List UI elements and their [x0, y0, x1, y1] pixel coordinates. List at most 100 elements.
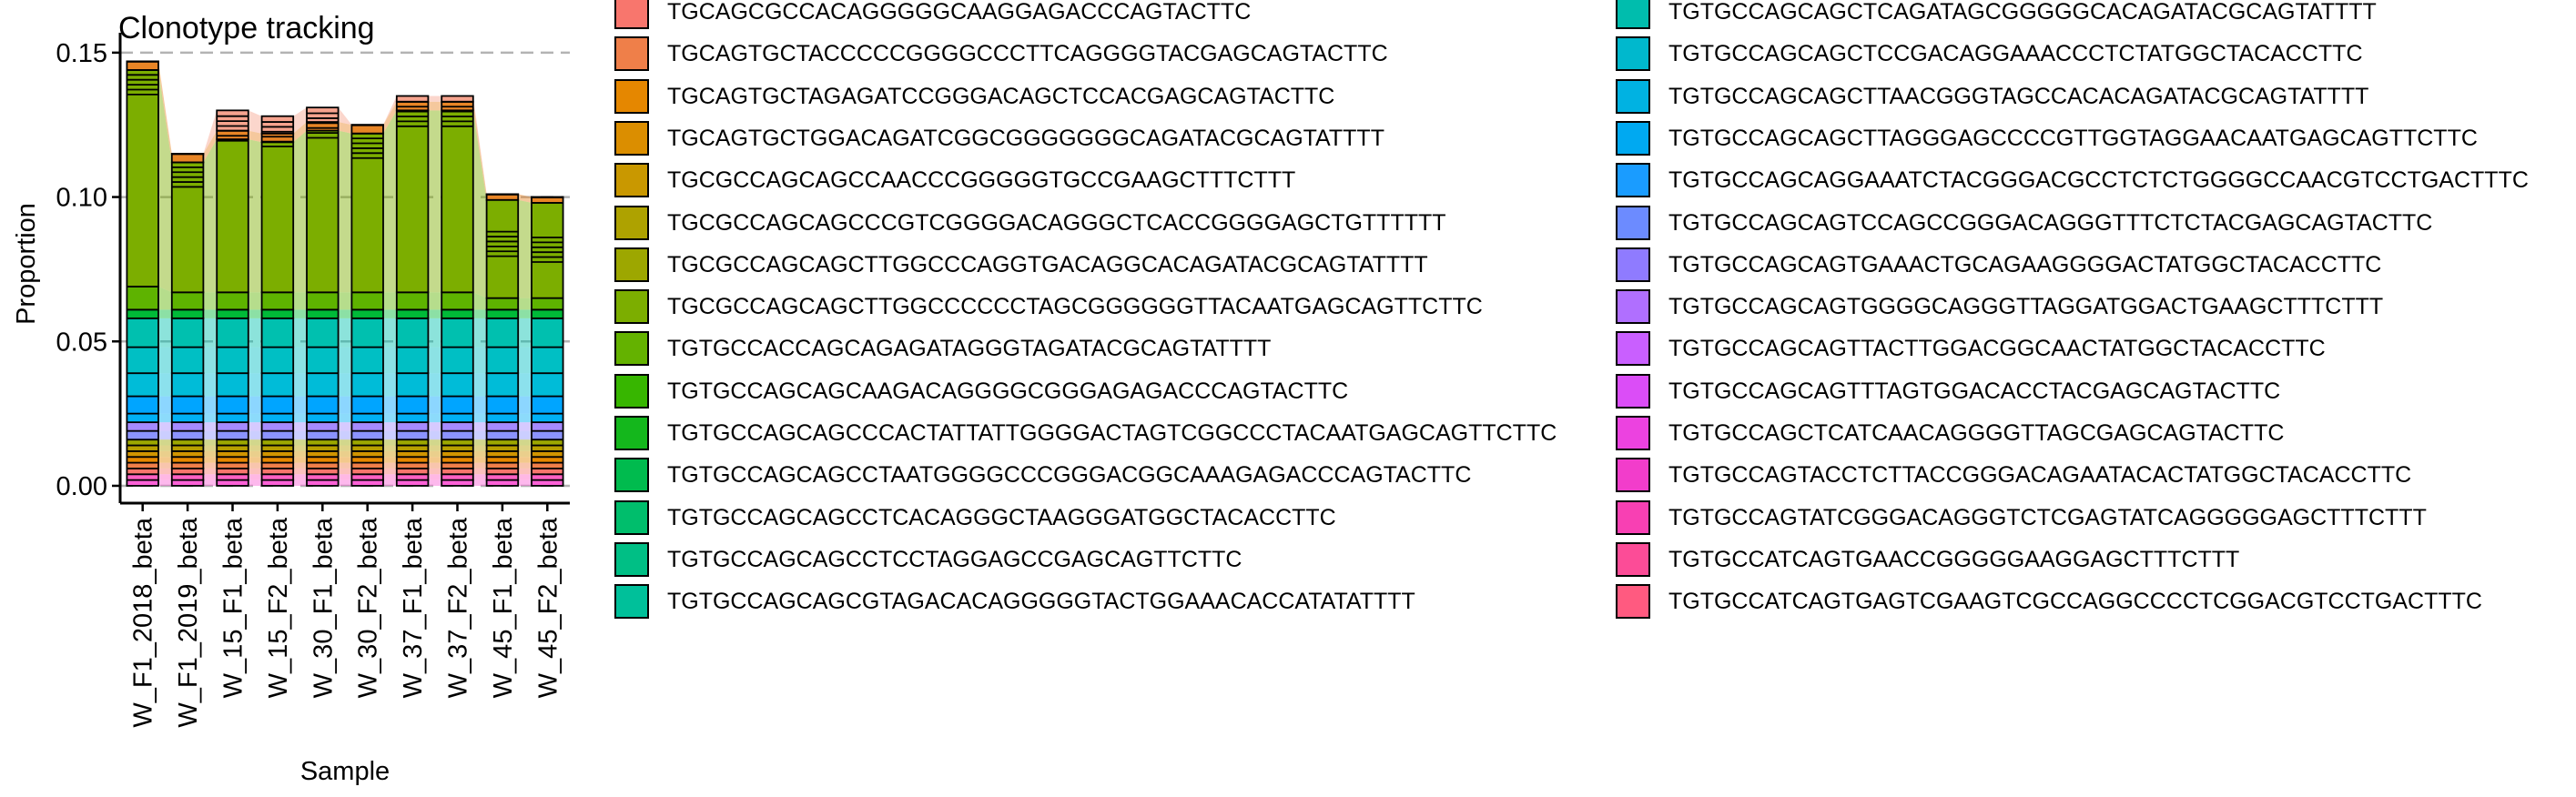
bar-segment — [441, 95, 474, 103]
x-tick-label: W_45_F1_beta — [489, 517, 518, 698]
bar-segment — [485, 317, 520, 348]
bar-segment — [170, 456, 205, 464]
legend-swatch — [1616, 163, 1650, 198]
legend-label: TGTGCCAGCAGCAAGACAGGGGCGGGAGAGACCCAGTACT… — [667, 378, 1349, 404]
bar-segment — [260, 479, 295, 487]
legend-swatch — [1616, 458, 1650, 493]
bar-segment — [126, 421, 159, 432]
legend-swatch — [1616, 247, 1650, 282]
legend-label: TGTGCCAGCAGCCTCCTAGGAGCCGAGCAGTTCTTC — [667, 546, 1242, 572]
bar-segment — [306, 129, 340, 294]
legend-swatch — [614, 499, 649, 535]
bar-segment — [126, 456, 159, 464]
bar-segment — [170, 439, 205, 447]
bar-segment — [350, 346, 384, 375]
legend-label: TGTGCCAGCAGCTTAGGGAGCCCCGTTGGTAGGAACAATG… — [1668, 125, 2478, 151]
bar-segment — [216, 449, 249, 459]
bar-segment — [126, 449, 159, 459]
bar-segment — [306, 412, 340, 424]
bar-segment — [260, 308, 295, 319]
legend-label: TGCAGTGCTGGACAGATCGGCGGGGGGGCAGATACGCAGT… — [667, 125, 1384, 151]
legend-swatch — [614, 373, 649, 409]
bar-segment — [306, 444, 340, 452]
bar-segment — [170, 346, 205, 375]
bar-segment — [395, 479, 430, 487]
bar-segment — [260, 141, 295, 294]
legend-swatch — [1616, 120, 1650, 156]
bar-segment — [485, 308, 520, 319]
legend-swatch — [1616, 289, 1650, 325]
bar-segment — [306, 479, 340, 487]
legend-swatch — [1616, 36, 1650, 72]
legend-swatch — [1616, 499, 1650, 535]
legend-swatch — [614, 416, 649, 450]
bar-segment — [485, 372, 520, 398]
bar-segment — [216, 439, 249, 447]
bar-segment — [350, 473, 384, 481]
bar-segment — [306, 461, 340, 469]
bar-segment — [126, 346, 159, 375]
bar-segment — [441, 395, 474, 415]
legend-swatch — [614, 0, 649, 29]
bar-segment — [531, 308, 564, 319]
x-tick-label: W_15_F1_beta — [219, 517, 248, 698]
bar-segment — [350, 124, 384, 135]
bar-segment — [395, 395, 430, 415]
x-axis-label: Sample — [300, 757, 390, 786]
bar-segment — [260, 456, 295, 464]
bar-segment — [126, 395, 159, 415]
bar-segment — [485, 444, 520, 452]
legend-label: TGCGCCAGCAGCCAACCCGGGGGTGCCGAAGCTTTCTTT — [667, 167, 1296, 194]
bar-segment — [216, 468, 249, 476]
legend-swatch — [614, 120, 649, 156]
bar-segment — [395, 461, 430, 469]
bar-segment — [216, 291, 249, 311]
bar-segment — [441, 449, 474, 459]
bar-segment — [216, 308, 249, 319]
bar-segment — [260, 429, 295, 441]
legend-label: TGCGCCAGCAGCCCGTCGGGGACAGGGCTCACCGGGGAGC… — [667, 209, 1446, 236]
axes: 0.00 0.05 0.10 0.15 W_F1_2018_beta W_F1_2019_… — [56, 33, 570, 728]
legend-swatch — [614, 163, 649, 198]
bar-segment — [126, 444, 159, 452]
bar-segment — [260, 346, 295, 375]
bar-segment — [531, 444, 564, 452]
bar-segment — [260, 444, 295, 452]
bar-segment — [441, 317, 474, 348]
legend-label: TGCGCCAGCAGCTTGGCCCAGGTGACAGGCACAGATACGC… — [667, 251, 1428, 277]
bar-segment — [395, 308, 430, 319]
legend-label: TGTGCCAGCAGCTCCGACAGGAAACCCTCTATGGCTACAC… — [1668, 41, 2363, 67]
bar-segment — [126, 412, 159, 424]
bar-segment — [260, 421, 295, 432]
bar-segment — [441, 421, 474, 432]
bar-segment — [531, 202, 564, 299]
bar-segment — [216, 421, 249, 432]
bar-segment — [485, 468, 520, 476]
bar-segment — [306, 372, 340, 398]
legend-swatch — [614, 289, 649, 325]
bar-segment — [126, 308, 159, 319]
x-tick-label: W_37_F2_beta — [444, 517, 473, 698]
bar-segment — [216, 346, 249, 375]
bar-segment — [395, 412, 430, 424]
bar-segment — [260, 461, 295, 469]
bar-segment — [441, 291, 474, 311]
bar-segment — [350, 308, 384, 319]
bar-segment — [350, 421, 384, 432]
legend-swatch — [614, 541, 649, 577]
bar-segment — [306, 106, 340, 123]
bar-segment — [531, 473, 564, 481]
bar-segment — [216, 461, 249, 469]
bar-segment — [216, 129, 249, 140]
bar-segment — [350, 429, 384, 441]
bar-segment — [485, 449, 520, 459]
bar-segment — [126, 60, 159, 63]
bar-segment — [485, 461, 520, 469]
bar-segment — [216, 395, 249, 415]
bar-segment — [170, 421, 205, 432]
bar-segment — [216, 444, 249, 452]
bar-segment — [306, 421, 340, 432]
bar-segment — [441, 479, 474, 487]
bar-segment — [170, 161, 205, 294]
bar-segment — [485, 421, 520, 432]
